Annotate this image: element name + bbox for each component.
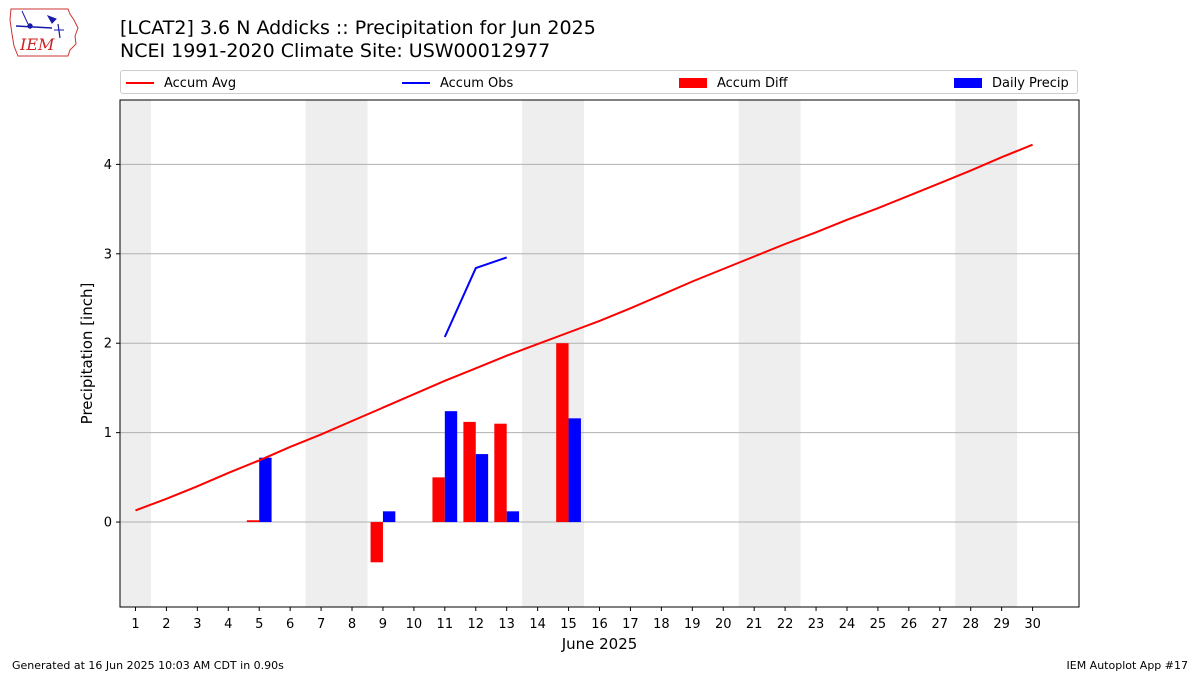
bar-daily-precip-day-13 (506, 511, 520, 523)
x-tick-label-23: 23 (808, 617, 825, 632)
y-axis-label: Precipitation [inch] (78, 283, 96, 425)
x-tick-label-19: 19 (684, 617, 701, 632)
x-tick-label-29: 29 (993, 617, 1010, 632)
bar-daily-precip-day-11 (444, 411, 458, 523)
x-tick-label-28: 28 (962, 617, 979, 632)
x-tick-label-16: 16 (591, 617, 608, 632)
bars (246, 343, 581, 563)
weekend-band-5 (955, 100, 1018, 607)
legend-swatch-accum-diff (679, 78, 707, 88)
x-tick-label-3: 3 (193, 617, 201, 632)
bar-accum-diff-day-12 (463, 421, 476, 523)
legend: Accum Avg Accum Obs Accum Diff Daily Pre… (120, 70, 1078, 94)
legend-swatch-daily-precip (954, 78, 982, 88)
x-tick-label-2: 2 (162, 617, 170, 632)
chart-title: [LCAT2] 3.6 N Addicks :: Precipitation f… (120, 17, 596, 39)
x-tick-label-4: 4 (224, 617, 232, 632)
x-tick-label-27: 27 (932, 617, 949, 632)
x-tick-label-1: 1 (131, 617, 139, 632)
footer-generated-text: Generated at 16 Jun 2025 10:03 AM CDT in… (12, 659, 284, 672)
plot-frame (119, 99, 1080, 608)
bar-accum-diff-day-13 (494, 423, 507, 523)
x-tick-label-21: 21 (746, 617, 763, 632)
x-tick-label-18: 18 (653, 617, 670, 632)
x-tick-label-17: 17 (622, 617, 639, 632)
x-tick-label-22: 22 (777, 617, 794, 632)
y-tick-label-4: 4 (104, 158, 112, 173)
y-tick-label-1: 1 (104, 426, 112, 441)
bar-daily-precip-day-9 (382, 511, 396, 523)
line-accum-obs (443, 256, 508, 338)
x-tick-label-25: 25 (870, 617, 887, 632)
legend-swatch-accum-avg (126, 82, 154, 84)
legend-entry-accum-avg: Accum Avg (126, 74, 236, 92)
lines (135, 143, 1033, 512)
footer-app-text: IEM Autoplot App #17 (1066, 659, 1189, 672)
legend-entry-daily-precip: Daily Precip (954, 74, 1069, 92)
x-tick-label-8: 8 (348, 617, 356, 632)
legend-label-accum-obs: Accum Obs (440, 75, 514, 91)
x-tick-label-13: 13 (498, 617, 515, 632)
legend-label-accum-diff: Accum Diff (717, 75, 788, 91)
x-tick-label-9: 9 (379, 617, 387, 632)
weekend-band-3 (522, 100, 585, 607)
x-tick-label-7: 7 (317, 617, 325, 632)
weekend-band-2 (305, 100, 368, 607)
bar-daily-precip-day-12 (475, 454, 489, 523)
legend-swatch-accum-obs (402, 82, 430, 84)
legend-entry-accum-obs: Accum Obs (402, 74, 513, 92)
x-tick-label-6: 6 (286, 617, 294, 632)
bar-daily-precip-day-5 (259, 457, 272, 523)
bar-accum-diff-day-9 (370, 522, 383, 563)
chart-subtitle: NCEI 1991-2020 Climate Site: USW00012977 (120, 40, 551, 62)
x-tick-label-15: 15 (560, 617, 577, 632)
weekend-band-1 (120, 100, 151, 607)
y-tick-label-0: 0 (104, 516, 112, 531)
x-tick-label-11: 11 (437, 617, 454, 632)
iem-logo-text: IEM (19, 35, 55, 54)
iem-logo: IEM (9, 8, 79, 57)
x-tick-label-14: 14 (529, 617, 546, 632)
bar-accum-diff-day-5 (246, 520, 260, 523)
bar-daily-precip-day-15 (568, 418, 581, 523)
x-tick-label-24: 24 (839, 617, 856, 632)
y-tick-label-2: 2 (104, 337, 112, 352)
y-tick-label-3: 3 (104, 247, 112, 262)
legend-label-accum-avg: Accum Avg (164, 75, 237, 91)
x-tick-label-30: 30 (1024, 617, 1041, 632)
x-tick-label-12: 12 (467, 617, 484, 632)
x-tick-label-26: 26 (901, 617, 918, 632)
x-axis-label: June 2025 (561, 635, 638, 653)
bar-accum-diff-day-11 (432, 477, 445, 523)
gridlines (120, 163, 1079, 523)
weekend-band-4 (738, 100, 801, 607)
line-accum-avg (135, 143, 1033, 512)
x-tick-label-5: 5 (255, 617, 263, 632)
x-tick-label-10: 10 (406, 617, 423, 632)
legend-entry-accum-diff: Accum Diff (679, 74, 788, 92)
iowa-outline-icon (9, 8, 79, 57)
x-tick-label-20: 20 (715, 617, 732, 632)
legend-label-daily-precip: Daily Precip (992, 75, 1069, 91)
bar-accum-diff-day-15 (556, 343, 569, 523)
weather-station-icon (15, 10, 64, 39)
